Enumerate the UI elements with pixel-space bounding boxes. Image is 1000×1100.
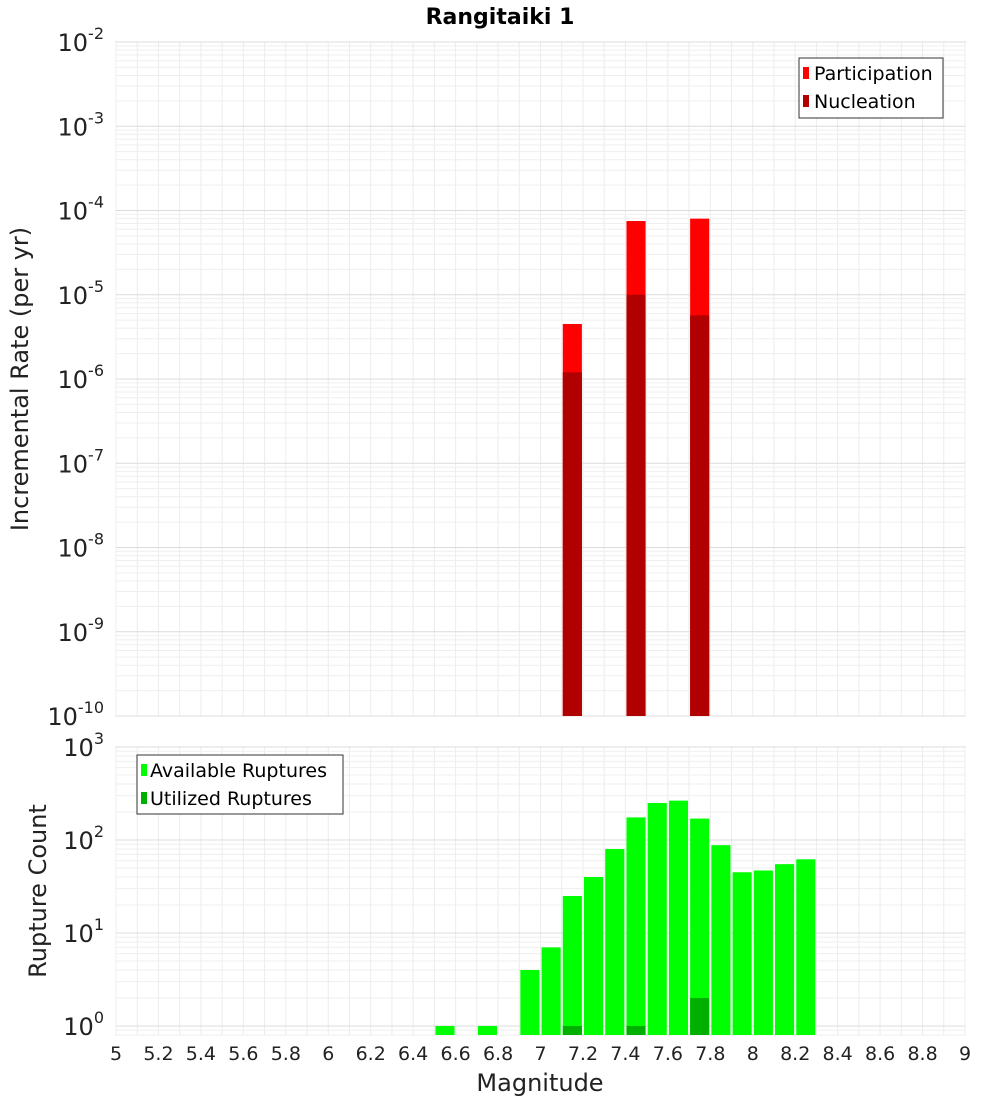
rate-y-tick-label: 10-2 <box>58 24 105 57</box>
rate-y-tick-label: 10-9 <box>58 614 105 647</box>
magnitude-tick-label: 5.2 <box>143 1043 173 1065</box>
available-ruptures-bar <box>562 895 582 1035</box>
rate-chart: 10-10 10-9 10-8 10-7 10-6 10-5 10-4 10-3 10-2 In… <box>6 24 966 731</box>
magnitude-tick-label: 6.6 <box>440 1043 470 1065</box>
rate-y-tick-label: 10-4 <box>58 193 105 226</box>
count-y-tick-label: 102 <box>63 822 104 855</box>
available-ruptures-bar <box>647 802 667 1035</box>
magnitude-tick-label: 7.2 <box>568 1043 598 1065</box>
magnitude-tick-label: 7.6 <box>653 1043 683 1065</box>
utilized-ruptures-bar <box>562 1025 582 1035</box>
count-y-tick-labels: 100 101 102 103 <box>63 729 104 1041</box>
rate-y-tick-label: 10-6 <box>58 361 105 394</box>
count-chart: 100 101 102 103 5 5.2 5.4 5.6 5.8 6 6.2 6.4 6.6 6.8 7… <box>24 729 971 1097</box>
count-y-tick-label: 100 <box>63 1008 104 1041</box>
magnitude-tick-label: 6.4 <box>398 1043 428 1065</box>
magnitude-tick-label: 5.8 <box>271 1043 301 1065</box>
magnitude-tick-label: 8.2 <box>780 1043 810 1065</box>
nucleation-bar <box>562 372 582 716</box>
count-legend: Available Ruptures Utilized Ruptures <box>136 754 344 815</box>
rate-y-tick-label: 10-7 <box>58 445 105 478</box>
utilized-legend-label: Utilized Ruptures <box>150 788 312 810</box>
available-ruptures-bar <box>541 947 561 1035</box>
rate-legend: Participation Nucleation <box>798 57 944 119</box>
count-y-tick-label: 101 <box>63 915 104 948</box>
utilized-legend-swatch <box>141 792 147 804</box>
available-ruptures-bar <box>711 845 731 1035</box>
available-ruptures-bar <box>690 818 710 1035</box>
count-bars <box>435 800 816 1035</box>
available-ruptures-bar <box>520 969 540 1035</box>
available-ruptures-bar <box>435 1025 455 1035</box>
magnitude-tick-label: 8.6 <box>865 1043 895 1065</box>
participation-legend-swatch <box>803 67 809 79</box>
magnitude-tick-label: 6.8 <box>483 1043 513 1065</box>
available-ruptures-bar <box>796 859 816 1035</box>
rate-bars <box>562 218 710 716</box>
magnitude-tick-label: 5 <box>110 1043 122 1065</box>
nucleation-legend-swatch <box>803 95 809 107</box>
magnitude-tick-labels: 5 5.2 5.4 5.6 5.8 6 6.2 6.4 6.6 6.8 7 7.2 7.4 7.6 7.8 8… <box>110 1043 971 1065</box>
rate-y-axis-label: Incremental Rate (per yr) <box>6 227 34 531</box>
magnitude-tick-label: 7 <box>534 1043 546 1065</box>
available-ruptures-bar <box>753 870 773 1035</box>
nucleation-bar <box>690 315 710 716</box>
rate-y-tick-label: 10-3 <box>58 108 105 141</box>
magnitude-tick-label: 8 <box>747 1043 759 1065</box>
count-y-tick-label: 103 <box>63 729 104 762</box>
magnitude-tick-label: 5.6 <box>228 1043 258 1065</box>
available-ruptures-bar <box>626 817 646 1035</box>
rate-y-tick-label: 10-8 <box>58 530 105 563</box>
rate-gridlines <box>115 41 966 717</box>
count-legend-box <box>136 754 344 815</box>
available-ruptures-bar <box>732 872 752 1035</box>
rate-legend-box <box>798 57 944 119</box>
utilized-ruptures-bar <box>690 997 710 1035</box>
chart-title: Rangitaiki 1 <box>426 5 575 30</box>
rate-y-tick-label: 10-5 <box>58 277 105 310</box>
nucleation-legend-label: Nucleation <box>814 91 916 113</box>
available-ruptures-bar <box>584 877 604 1035</box>
rate-y-tick-labels: 10-10 10-9 10-8 10-7 10-6 10-5 10-4 10-3 10-2 <box>47 24 104 731</box>
magnitude-tick-label: 6 <box>322 1043 334 1065</box>
magnitude-tick-label: 5.4 <box>186 1043 216 1065</box>
participation-legend-label: Participation <box>814 63 933 85</box>
magnitude-tick-label: 8.8 <box>907 1043 937 1065</box>
utilized-ruptures-bar <box>626 1025 646 1035</box>
magnitude-tick-label: 9 <box>959 1043 971 1065</box>
count-y-axis-label: Rupture Count <box>24 804 52 978</box>
magnitude-tick-label: 7.4 <box>610 1043 640 1065</box>
magnitude-tick-label: 6.2 <box>356 1043 386 1065</box>
x-axis-label: Magnitude <box>476 1069 603 1097</box>
available-ruptures-bar <box>668 800 689 1035</box>
nucleation-bar <box>626 294 646 716</box>
magnitude-tick-label: 8.4 <box>823 1043 853 1065</box>
count-gridlines <box>115 746 966 1036</box>
rate-y-tick-label: 10-10 <box>47 698 104 731</box>
available-legend-label: Available Ruptures <box>150 760 327 782</box>
available-legend-swatch <box>141 764 147 776</box>
magnitude-tick-label: 7.8 <box>695 1043 725 1065</box>
available-ruptures-bar <box>775 864 795 1035</box>
available-ruptures-bar <box>605 849 625 1035</box>
available-ruptures-bar <box>477 1025 497 1035</box>
